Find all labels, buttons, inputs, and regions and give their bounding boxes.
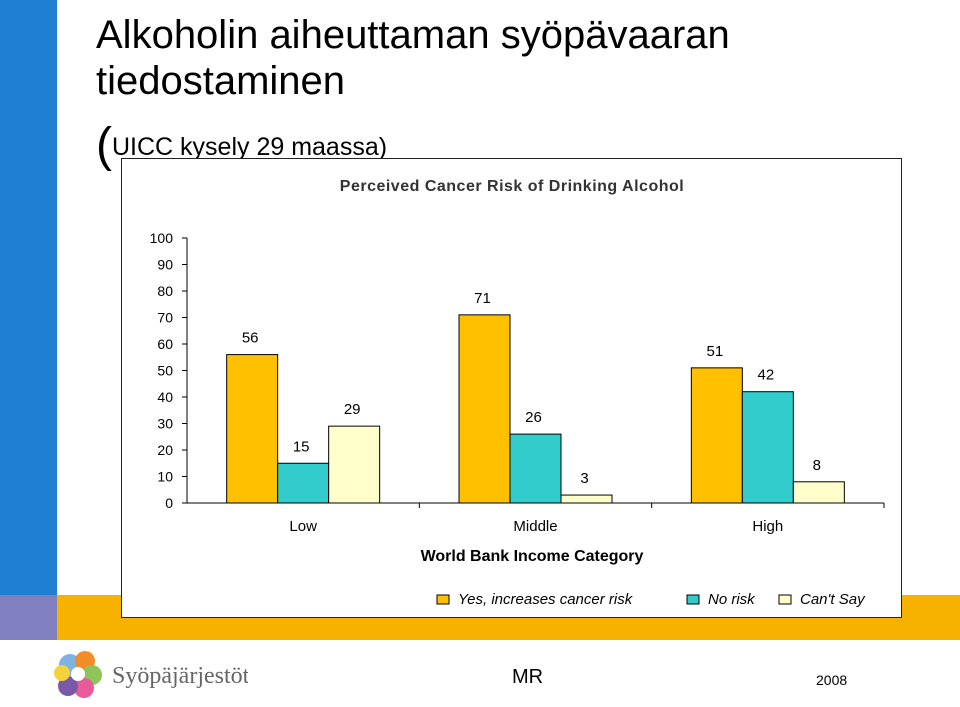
data-label: 3	[580, 470, 588, 487]
y-tick-label: 100	[150, 230, 174, 246]
bar-low-1	[277, 462, 330, 504]
data-label: 42	[757, 367, 774, 384]
slide-subtitle: (UICC kysely 29 maassa)	[96, 120, 387, 173]
y-tick-label: 10	[157, 469, 173, 485]
legend-swatch	[686, 594, 700, 605]
left-accent-bar-lower	[0, 595, 57, 640]
logo-text: Syöpäjärjestöt	[112, 663, 248, 689]
legend-entry: No risk	[708, 591, 756, 608]
chart-title: Perceived Cancer Risk of Drinking Alcoho…	[340, 178, 684, 195]
legend-entry: Yes, increases cancer risk	[458, 591, 634, 608]
bar-low-0	[226, 354, 279, 504]
x-tick-label: High	[752, 518, 783, 535]
legend-entry: Can't Say	[800, 591, 866, 608]
syopajarjestot-logo: Syöpäjärjestöt	[54, 651, 248, 698]
y-tick-label: 40	[157, 389, 173, 405]
legend-swatch	[778, 594, 792, 605]
x-tick-label: Low	[289, 518, 317, 535]
y-tick-label: 60	[157, 336, 173, 352]
footer-author: MR	[512, 666, 544, 688]
bar-chart: Perceived Cancer Risk of Drinking Alcoho…	[150, 178, 885, 608]
y-tick-label: 80	[157, 283, 173, 299]
y-tick-label: 30	[157, 416, 173, 432]
subtitle-open-paren: (	[96, 119, 112, 172]
data-label: 15	[293, 438, 310, 455]
chart-frame: Perceived Cancer Risk of Drinking Alcoho…	[121, 158, 902, 618]
data-label: 26	[525, 409, 542, 426]
y-tick-label: 20	[157, 442, 173, 458]
data-label: 29	[344, 401, 361, 418]
y-tick-label: 50	[157, 363, 173, 379]
bar-high-2	[792, 481, 845, 504]
legend-swatch	[436, 594, 450, 605]
bar-low-2	[328, 425, 381, 504]
left-accent-bar	[0, 0, 57, 595]
data-label: 71	[474, 290, 491, 307]
y-tick-label: 90	[157, 257, 173, 273]
x-axis-title: World Bank Income Category	[421, 548, 644, 565]
data-label: 51	[706, 343, 723, 360]
data-label: 8	[813, 457, 821, 474]
x-tick-label: Middle	[513, 518, 557, 535]
slide-title: Alkoholin aiheuttaman syöpävaaran tiedos…	[96, 13, 730, 103]
footer-year: 2008	[816, 672, 848, 688]
y-tick-label: 70	[157, 310, 173, 326]
subtitle-text: UICC kysely 29 maassa)	[111, 133, 388, 161]
bar-high-1	[741, 391, 794, 504]
bar-middle-0	[458, 314, 511, 504]
y-tick-label: 0	[165, 495, 173, 511]
data-label: 56	[242, 330, 259, 347]
bar-middle-1	[509, 433, 562, 504]
bar-high-0	[690, 367, 743, 504]
bar-middle-2	[560, 494, 613, 504]
